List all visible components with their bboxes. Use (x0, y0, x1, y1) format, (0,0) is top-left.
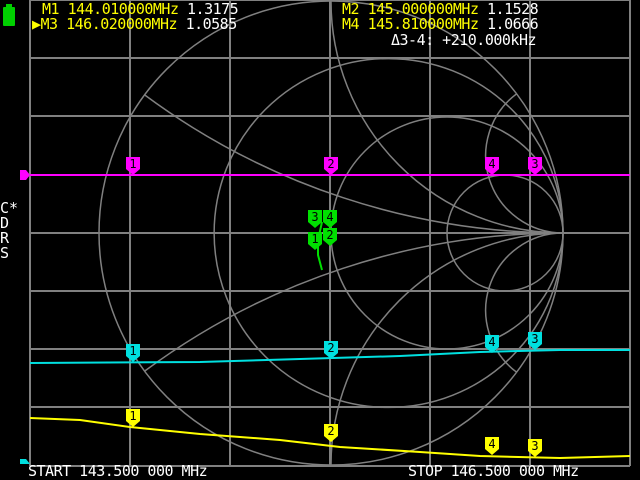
marker-icon: 2 (324, 341, 338, 359)
marker-icon: 2 (324, 424, 338, 442)
marker-freq: 144.010000MHz (67, 0, 179, 18)
marker-icon: 1 (308, 232, 322, 250)
start-frequency[interactable]: START 143.500 000 MHz (28, 462, 208, 480)
side-label: D (0, 214, 10, 232)
marker-number: 1 (311, 232, 318, 246)
marker-number: 2 (327, 424, 334, 438)
marker-freq: 146.020000MHz (66, 15, 178, 33)
side-label: S (0, 244, 10, 262)
marker-value: 1.3175 (187, 0, 239, 18)
reference-marker-icon (20, 459, 30, 464)
marker-number: 4 (488, 335, 495, 349)
marker-icon: 4 (485, 437, 499, 455)
trace-smith (317, 221, 323, 271)
marker-number: 3 (531, 157, 538, 171)
marker-readout-m2[interactable]: M2 145.000000MHz 1.1528 (342, 0, 539, 18)
active-marker-icon: ▶ (32, 15, 41, 33)
marker-icon: 3 (528, 157, 542, 175)
stop-frequency[interactable]: STOP 146.500 000 MHz (408, 462, 579, 480)
marker-number: 1 (129, 409, 136, 423)
marker-number: 1 (129, 157, 136, 171)
marker-icon: 3 (528, 439, 542, 457)
side-label: C* (0, 199, 19, 217)
marker-number: 3 (311, 210, 318, 224)
marker-value: 1.0585 (185, 15, 238, 33)
marker-icon: 1 (126, 157, 140, 175)
side-label: R (0, 229, 10, 247)
marker-icon: 4 (485, 157, 499, 175)
marker-icon: 3 (308, 210, 322, 228)
smith-reactance-arc (330, 0, 564, 234)
smith-reactance-arc (144, 94, 564, 234)
marker-number: 2 (326, 228, 333, 242)
side-labels[interactable]: C* D R S (0, 201, 24, 261)
marker-freq: 145.810000MHz (367, 15, 479, 33)
marker-icon: 4 (485, 335, 499, 353)
marker-number: 1 (129, 344, 136, 358)
delta-readout: Δ3-4: +210.000kHz (391, 31, 537, 49)
smith-reactance-arc (484, 93, 564, 234)
marker-label: M2 (342, 0, 360, 18)
marker-number: 4 (488, 157, 495, 171)
marker-value: 1.0666 (487, 15, 539, 33)
marker-number: 3 (531, 439, 538, 453)
battery-icon (3, 4, 15, 26)
marker-icon: 1 (126, 409, 140, 427)
marker-readout-m3[interactable]: ▶M3 146.020000MHz 1.0585 (32, 17, 237, 32)
reference-marker-icon (20, 170, 30, 180)
marker-icon: 1 (126, 344, 140, 362)
marker-label: M3 (40, 15, 59, 33)
marker-number: 4 (488, 437, 495, 451)
marker-icon: 3 (528, 332, 542, 350)
marker-readout-m4[interactable]: M4 145.810000MHz 1.0666 (342, 15, 539, 33)
marker-freq: 145.000000MHz (367, 0, 479, 18)
trace-2 (29, 349, 630, 364)
marker-label: M4 (342, 15, 360, 33)
marker-number: 2 (327, 157, 334, 171)
marker-value: 1.1528 (487, 0, 539, 18)
marker-readout-m1[interactable]: M1 144.010000MHz 1.3175 (42, 0, 239, 18)
marker-icon: 2 (323, 228, 337, 246)
trace-3 (29, 417, 631, 460)
marker-label: M1 (42, 0, 60, 18)
marker-icon: 2 (324, 157, 338, 175)
marker-icon: 4 (323, 210, 337, 228)
marker-number: 4 (326, 210, 333, 224)
smith-reactance-arc (144, 232, 564, 372)
marker-number: 2 (327, 341, 334, 355)
smith-reactance-arc (330, 232, 564, 466)
marker-number: 3 (531, 332, 538, 346)
